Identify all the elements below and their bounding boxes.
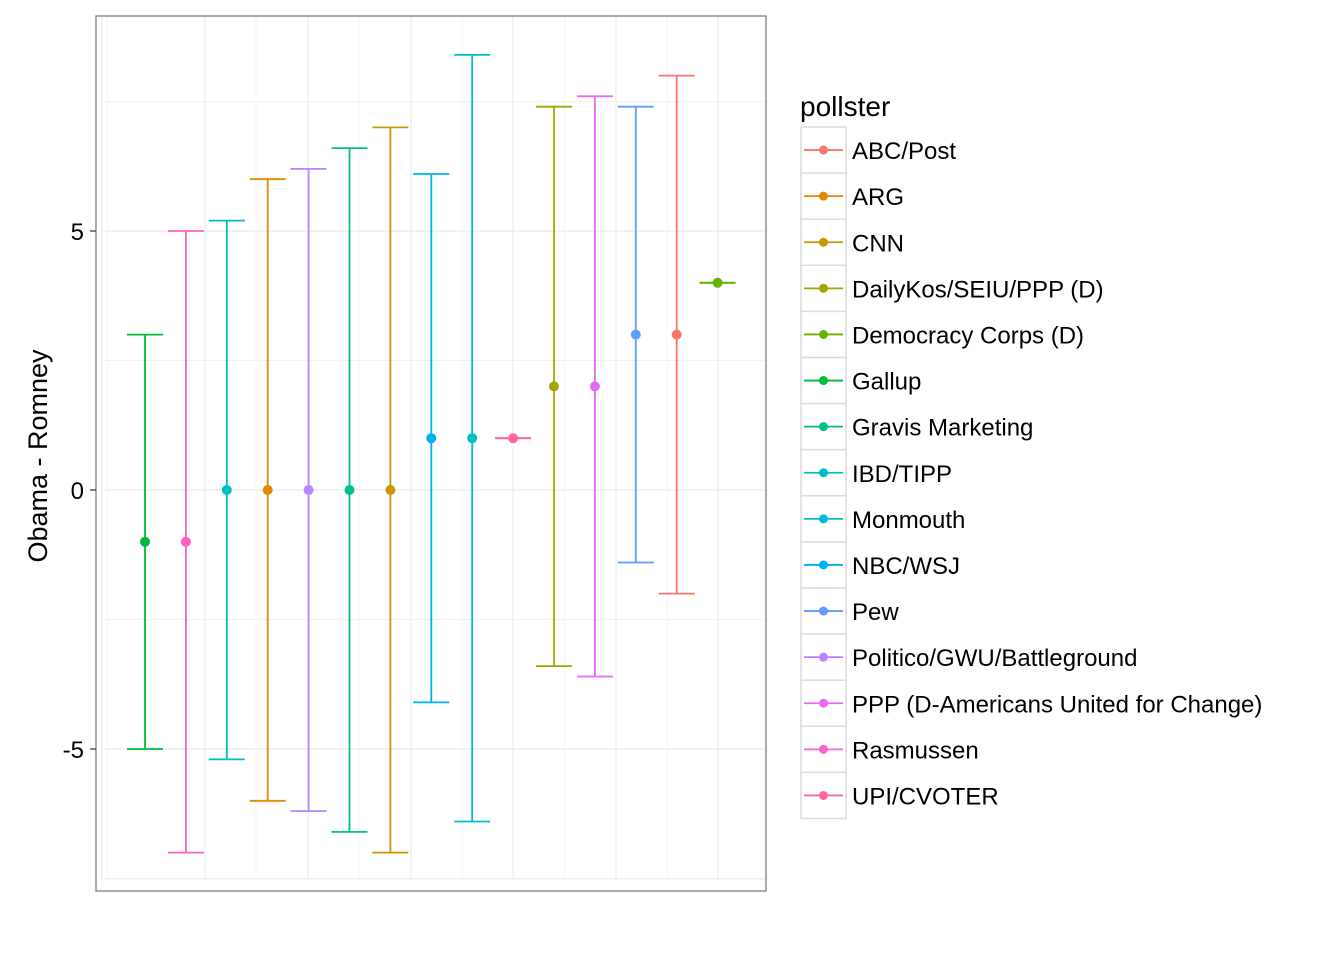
errorbar-8: [413, 173, 450, 704]
errorbar-3: [208, 219, 245, 761]
legend-label: Gallup: [852, 369, 921, 396]
legend-key-dot: [819, 606, 828, 616]
legend-item: CNN: [800, 218, 904, 267]
estimate-point: [385, 485, 396, 495]
legend-label: Monmouth: [852, 507, 965, 534]
legend-key-dot: [819, 283, 828, 293]
errorbar-4: [249, 178, 286, 802]
legend-item: Democracy Corps (D): [800, 310, 1084, 359]
errorbar-10: [495, 433, 532, 444]
legend-item: ABC/Post: [800, 126, 956, 174]
legend-label: ABC/Post: [852, 138, 956, 165]
estimate-point: [589, 381, 600, 392]
panel-grid: [101, 16, 766, 880]
y-tick-label: 5: [71, 219, 84, 246]
legend-key-dot: [819, 145, 828, 155]
legend-label: DailyKos/SEIU/PPP (D): [852, 276, 1104, 303]
errorbar-9: [454, 53, 491, 823]
legend-label: Democracy Corps (D): [852, 322, 1084, 349]
legend-label: IBD/TIPP: [852, 461, 952, 488]
estimate-point: [426, 433, 437, 444]
legend-item: Gravis Marketing: [800, 402, 1033, 451]
legend-label: ARG: [852, 184, 904, 211]
estimate-point: [303, 485, 314, 495]
legend-key-dot: [819, 468, 828, 478]
legend-key-dot: [819, 790, 828, 800]
legend-label: Gravis Marketing: [852, 415, 1033, 442]
legend-key-dot: [819, 237, 828, 247]
y-tick-label: 0: [71, 478, 84, 505]
legend-key-dot: [819, 329, 828, 339]
estimate-point: [180, 536, 191, 547]
estimate-point: [712, 277, 723, 288]
estimate-point: [549, 381, 559, 392]
legend-label: CNN: [852, 230, 904, 257]
legend-item: Gallup: [800, 356, 921, 405]
legend: pollster ABC/Post ARG CNN DailyKos/SEIU/PPP…: [800, 91, 1262, 820]
legend-label: Politico/GWU/Battleground: [852, 645, 1137, 672]
legend-items: ABC/Post ARG CNN DailyKos/SEIU/PPP (D) Democ…: [800, 126, 1262, 820]
estimate-point: [467, 433, 478, 444]
estimate-point: [221, 485, 232, 495]
legend-title: pollster: [800, 91, 890, 122]
legend-item: DailyKos/SEIU/PPP (D): [800, 264, 1104, 313]
y-axis-ticks: 5 0 -5: [63, 219, 96, 764]
legend-label: UPI/CVOTER: [852, 783, 999, 810]
legend-item: Pew: [800, 587, 899, 635]
legend-label: NBC/WSJ: [852, 553, 960, 580]
legend-item: Politico/GWU/Battleground: [800, 633, 1137, 681]
legend-key-dot: [819, 652, 828, 662]
errorbar-1: [127, 333, 163, 750]
panel-border: [95, 15, 767, 892]
legend-label: Rasmussen: [852, 737, 979, 764]
errorbar-6: [331, 147, 368, 833]
legend-key-dot: [819, 744, 828, 754]
errorbar-12: [576, 95, 613, 678]
errorbar-2: [167, 230, 204, 854]
legend-item: PPP (D-Americans United for Change): [800, 679, 1262, 728]
estimate-point: [140, 536, 150, 547]
errorbar-15: [699, 277, 736, 288]
legend-item: Rasmussen: [800, 725, 979, 774]
estimate-point: [671, 329, 682, 340]
legend-key-dot: [819, 698, 828, 708]
legend-item: Monmouth: [800, 495, 965, 543]
legend-label: Pew: [852, 599, 899, 626]
errorbar-11: [536, 105, 572, 668]
legend-item: NBC/WSJ: [800, 541, 960, 589]
legend-key-dot: [819, 560, 828, 570]
y-axis-label: Obama - Romney: [23, 349, 53, 563]
legend-key-dot: [819, 191, 828, 201]
errorbar-5: [290, 167, 327, 813]
legend-item: ARG: [800, 172, 904, 220]
estimate-point: [344, 485, 355, 495]
estimate-point: [508, 433, 519, 444]
legend-key-dot: [819, 422, 828, 432]
legend-key-dot: [819, 514, 828, 524]
errorbar-7: [372, 126, 409, 854]
errorbar-14: [658, 74, 695, 595]
estimate-point: [630, 329, 641, 340]
legend-key-dot: [819, 376, 828, 386]
errorbar-13: [617, 105, 654, 564]
errorbar-marks: [127, 53, 736, 854]
y-tick-label: -5: [63, 737, 84, 764]
legend-item: UPI/CVOTER: [800, 771, 999, 820]
estimate-point: [262, 485, 273, 495]
legend-label: PPP (D-Americans United for Change): [852, 691, 1262, 718]
